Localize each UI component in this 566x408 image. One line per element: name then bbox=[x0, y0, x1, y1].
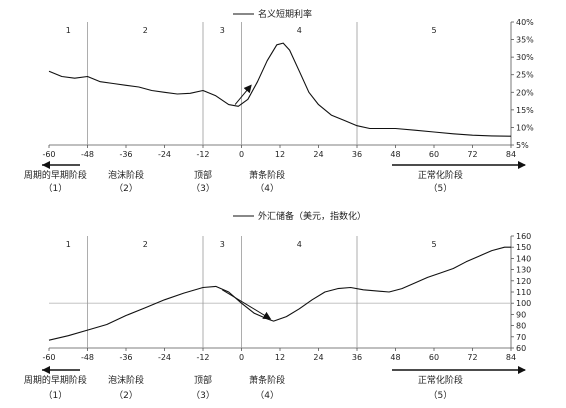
x-tick-label: -48 bbox=[81, 150, 94, 159]
series-line bbox=[48, 42, 512, 137]
phase-name: 周期的早期阶段 bbox=[24, 169, 87, 181]
legend-label: 名义短期利率 bbox=[258, 8, 312, 20]
y-tick-label: 5% bbox=[516, 141, 529, 150]
y-tick-label: 25% bbox=[516, 71, 534, 80]
x-tick-label: 12 bbox=[275, 150, 285, 159]
interest-rate-chart: -60 -48 -36 -24 -12 0 12 24 36 48 60 72 845%10%15%20… bbox=[24, 8, 534, 194]
phase-number: （3） bbox=[191, 183, 215, 194]
x-tick-label: 36 bbox=[352, 353, 362, 362]
x-tick-label: -12 bbox=[196, 353, 209, 362]
x-tick-label: 24 bbox=[313, 150, 323, 159]
phase-name: 萧条阶段 bbox=[249, 169, 285, 181]
y-tick-label: 160 bbox=[516, 232, 531, 241]
phase-number: （5） bbox=[429, 390, 453, 401]
phase-name: 正常化阶段 bbox=[418, 374, 463, 386]
arrowhead-left bbox=[42, 161, 50, 169]
y-tick-label: 35% bbox=[516, 36, 534, 45]
region-label: 2 bbox=[143, 26, 148, 35]
y-tick-label: 70 bbox=[516, 333, 526, 342]
x-tick-label: 72 bbox=[467, 150, 477, 159]
y-tick-label: 20% bbox=[516, 88, 534, 97]
x-tick-label: 84 bbox=[506, 150, 516, 159]
x-tick-label: 48 bbox=[390, 353, 400, 362]
x-tick-label: 0 bbox=[239, 150, 244, 159]
x-tick-label: 60 bbox=[429, 353, 439, 362]
x-tick-label: 48 bbox=[390, 150, 400, 159]
region-label: 1 bbox=[66, 26, 71, 35]
y-tick-label: 40% bbox=[516, 18, 534, 27]
y-tick-label: 140 bbox=[516, 254, 531, 263]
phase-number: （4） bbox=[255, 183, 279, 194]
x-tick-label: -12 bbox=[196, 150, 209, 159]
phase-name: 萧条阶段 bbox=[249, 374, 285, 386]
annotation-arrow bbox=[221, 289, 272, 320]
x-tick-label: -24 bbox=[158, 353, 171, 362]
x-tick-label: 0 bbox=[239, 353, 244, 362]
x-tick-label: 24 bbox=[313, 353, 323, 362]
region-label: 2 bbox=[143, 240, 148, 249]
phase-name: 正常化阶段 bbox=[418, 169, 463, 181]
phase-number: （2） bbox=[114, 390, 138, 401]
legend-label: 外汇储备（美元，指数化） bbox=[258, 210, 366, 222]
x-tick-label: 12 bbox=[275, 353, 285, 362]
region-label: 3 bbox=[220, 26, 225, 35]
phase-number: （1） bbox=[44, 183, 68, 194]
phase-name: 顶部 bbox=[194, 374, 212, 386]
region-label: 3 bbox=[220, 240, 225, 249]
annotation-arrow bbox=[234, 84, 252, 105]
phase-name: 泡沫阶段 bbox=[108, 374, 144, 386]
y-tick-label: 130 bbox=[516, 266, 531, 275]
x-tick-label: -60 bbox=[42, 353, 55, 362]
y-tick-label: 15% bbox=[516, 106, 534, 115]
region-label: 4 bbox=[297, 26, 302, 35]
y-tick-label: 10% bbox=[516, 123, 534, 132]
y-tick-label: 90 bbox=[516, 310, 526, 319]
y-tick-label: 120 bbox=[516, 277, 531, 286]
x-tick-label: -36 bbox=[119, 353, 132, 362]
phase-name: 泡沫阶段 bbox=[108, 169, 144, 181]
x-tick-label: -48 bbox=[81, 353, 94, 362]
x-tick-label: 84 bbox=[506, 353, 516, 362]
phase-name: 周期的早期阶段 bbox=[24, 374, 87, 386]
y-tick-label: 110 bbox=[516, 288, 531, 297]
phase-number: （1） bbox=[44, 390, 68, 401]
phase-number: （3） bbox=[191, 390, 215, 401]
phase-number: （5） bbox=[429, 183, 453, 194]
x-tick-label: -24 bbox=[158, 150, 171, 159]
phase-number: （2） bbox=[114, 183, 138, 194]
y-tick-label: 80 bbox=[516, 322, 526, 331]
region-label: 1 bbox=[66, 240, 71, 249]
x-tick-label: 36 bbox=[352, 150, 362, 159]
y-tick-label: 60 bbox=[516, 344, 526, 353]
y-tick-label: 30% bbox=[516, 53, 534, 62]
x-tick-label: 72 bbox=[467, 353, 477, 362]
region-label: 4 bbox=[297, 240, 302, 249]
arrowhead-left bbox=[42, 366, 50, 374]
region-label: 5 bbox=[431, 26, 436, 35]
x-tick-label: -36 bbox=[119, 150, 132, 159]
y-tick-label: 100 bbox=[516, 299, 531, 308]
series-line bbox=[48, 246, 511, 341]
fx-reserves-chart: -60 -48 -36 -24 -12 0 12 24 36 48 60 72 846070809010… bbox=[24, 210, 531, 401]
phase-number: （4） bbox=[255, 390, 279, 401]
x-tick-label: 60 bbox=[429, 150, 439, 159]
y-tick-label: 150 bbox=[516, 243, 531, 252]
phase-name: 顶部 bbox=[194, 169, 212, 181]
region-label: 5 bbox=[431, 240, 436, 249]
x-tick-label: -60 bbox=[42, 150, 55, 159]
